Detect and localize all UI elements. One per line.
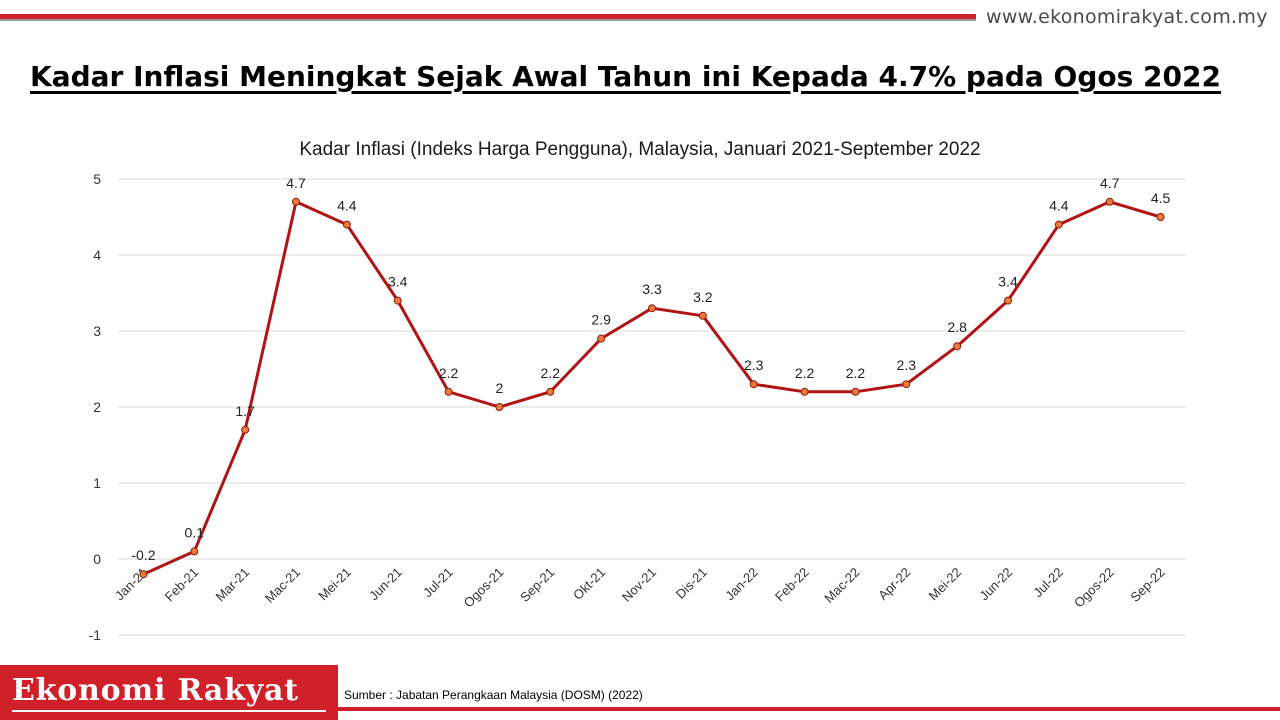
x-tick-label: Jan-22 [722, 565, 761, 604]
data-point [292, 197, 300, 206]
x-tick-label: Jan-21 [112, 565, 151, 604]
data-label: 4.7 [1100, 175, 1120, 191]
data-point [546, 387, 555, 396]
x-tick-label: Jul-22 [1030, 565, 1066, 601]
brand-logo-text: Ekonomi Rakyat [12, 673, 299, 708]
data-point [1105, 197, 1114, 206]
data-labels: -0.2 0.1 1.7 4.7 4.4 3.4 2.2 2 2.2 2.9 3.3 3.2 2.3 2.… [131, 175, 1170, 563]
data-point [190, 547, 199, 556]
bottom-accent-rule [338, 707, 1280, 711]
y-tick-label: -1 [89, 627, 102, 643]
data-label: 3.2 [693, 289, 713, 305]
data-markers [139, 197, 1165, 579]
page-headline: Kadar Inflasi Meningkat Sejak Awal Tahun… [30, 60, 1221, 93]
data-label: 4.4 [1049, 198, 1069, 214]
x-tick-label: Jun-21 [366, 565, 405, 604]
data-label: 2 [496, 380, 504, 396]
data-point [241, 425, 250, 434]
brand-logo: Ekonomi Rakyat [0, 665, 338, 720]
site-url: www.ekonomirakyat.com.my [986, 6, 1268, 28]
data-label: 2.2 [541, 365, 561, 381]
data-point [698, 311, 707, 320]
x-tick-label: Mei-21 [315, 565, 354, 604]
data-point [1054, 220, 1063, 229]
inflation-series [142, 200, 1162, 576]
y-tick-label: 2 [93, 399, 101, 415]
data-point [139, 570, 148, 579]
data-point [749, 380, 758, 389]
data-label: 2.3 [897, 357, 917, 373]
data-point [444, 387, 453, 396]
x-axis-ticks: Jan-21 Feb-21 Mar-21 Mac-21 Mei-21 Jun-21 Jul-… [112, 565, 1168, 611]
data-point [648, 304, 656, 313]
x-tick-label: Dis-21 [673, 565, 710, 602]
source-note: Sumber : Jabatan Perangkaan Malaysia (DO… [344, 688, 643, 702]
data-label: 2.2 [439, 365, 459, 381]
data-label: 0.1 [185, 524, 205, 540]
data-label: 2.3 [744, 357, 764, 373]
x-tick-label: Jun-22 [976, 565, 1015, 604]
data-label: 3.3 [642, 281, 662, 297]
y-tick-label: 5 [93, 171, 101, 187]
data-point [1156, 213, 1165, 221]
data-label: 2.9 [591, 312, 611, 328]
x-tick-label: Jul-21 [420, 565, 456, 601]
data-point [597, 334, 606, 343]
x-tick-label: Mar-21 [213, 565, 253, 605]
data-point [393, 296, 402, 305]
x-tick-label: Ogos-21 [461, 565, 507, 611]
data-label: 2.2 [795, 365, 815, 381]
data-point [902, 380, 911, 389]
data-label: -0.2 [131, 547, 155, 563]
x-tick-label: Okt-21 [570, 565, 608, 603]
x-tick-label: Mac-21 [262, 565, 303, 606]
data-point [342, 220, 351, 229]
chart-gridlines [118, 178, 1186, 636]
data-label: 4.4 [337, 198, 357, 214]
y-tick-label: 4 [93, 247, 101, 263]
data-point [495, 403, 504, 411]
data-label: 4.7 [286, 175, 306, 191]
y-tick-label: 1 [93, 475, 101, 491]
data-point [1004, 296, 1012, 305]
data-point [851, 387, 860, 396]
data-label: 4.5 [1151, 190, 1171, 206]
x-tick-label: Sep-22 [1127, 565, 1167, 605]
top-accent-rule [0, 14, 976, 21]
y-axis-ticks: -1 0 1 2 3 4 5 [89, 171, 102, 643]
data-point [953, 342, 962, 351]
data-label: 3.4 [388, 274, 408, 290]
y-tick-label: 3 [93, 323, 101, 339]
brand-underline [12, 710, 326, 712]
x-tick-label: Apr-22 [875, 565, 913, 603]
x-tick-label: Mac-22 [821, 565, 862, 606]
data-label: 2.8 [947, 319, 967, 335]
y-tick-label: 0 [93, 551, 101, 567]
x-tick-label: Sep-21 [517, 565, 557, 605]
chart-title: Kadar Inflasi (Indeks Harga Pengguna), M… [299, 139, 980, 160]
x-tick-label: Mei-22 [926, 565, 965, 604]
data-label: 1.7 [235, 403, 255, 419]
x-tick-label: Nov-21 [619, 565, 659, 605]
series-line [142, 200, 1162, 576]
x-tick-label: Feb-22 [772, 565, 812, 605]
data-label: 3.4 [998, 274, 1018, 290]
data-label: 2.2 [846, 365, 866, 381]
data-point [800, 387, 809, 396]
x-tick-label: Feb-21 [162, 565, 202, 605]
x-tick-label: Ogos-22 [1071, 565, 1117, 611]
